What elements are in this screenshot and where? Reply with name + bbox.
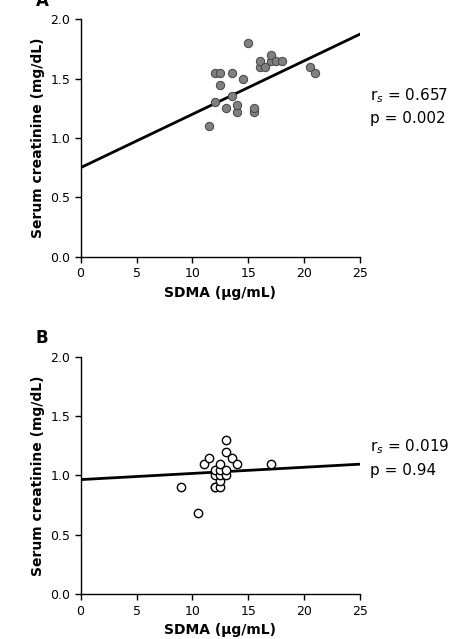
Point xyxy=(256,56,264,66)
X-axis label: SDMA (μg/mL): SDMA (μg/mL) xyxy=(164,286,276,300)
Point xyxy=(239,73,246,84)
Point xyxy=(233,107,241,117)
Point xyxy=(194,509,202,519)
Point xyxy=(217,465,224,475)
Point xyxy=(211,465,219,475)
Point xyxy=(233,100,241,110)
Text: A: A xyxy=(36,0,49,10)
Point xyxy=(217,458,224,468)
Point xyxy=(278,56,286,66)
Point xyxy=(256,61,264,72)
Point xyxy=(250,103,258,113)
Point xyxy=(217,68,224,78)
Point xyxy=(211,68,219,78)
Point xyxy=(228,452,236,463)
Point xyxy=(217,476,224,486)
Point xyxy=(177,482,185,493)
Y-axis label: Serum creatinine (mg/dL): Serum creatinine (mg/dL) xyxy=(31,38,45,238)
Point xyxy=(205,452,213,463)
Point xyxy=(217,470,224,481)
Point xyxy=(273,56,280,66)
Point xyxy=(200,458,208,468)
Point xyxy=(217,79,224,89)
Point xyxy=(250,107,258,117)
Point xyxy=(222,447,230,457)
Y-axis label: Serum creatinine (mg/dL): Serum creatinine (mg/dL) xyxy=(31,375,45,576)
Text: p = 0.94: p = 0.94 xyxy=(370,463,436,478)
Point xyxy=(211,482,219,493)
Point xyxy=(211,470,219,481)
Point xyxy=(228,91,236,102)
Point xyxy=(228,68,236,78)
Point xyxy=(306,61,314,72)
Point xyxy=(222,470,230,481)
Point xyxy=(205,121,213,131)
Point xyxy=(222,435,230,445)
Text: r$_s$ = 0.019: r$_s$ = 0.019 xyxy=(370,438,449,456)
Text: r$_s$ = 0.657: r$_s$ = 0.657 xyxy=(370,86,448,105)
Point xyxy=(211,482,219,493)
Point xyxy=(217,482,224,493)
Point xyxy=(267,50,274,60)
Point xyxy=(233,458,241,468)
Point xyxy=(211,97,219,107)
Point xyxy=(222,465,230,475)
Point xyxy=(312,68,319,78)
Point xyxy=(267,56,274,66)
X-axis label: SDMA (μg/mL): SDMA (μg/mL) xyxy=(164,623,276,637)
Text: p = 0.002: p = 0.002 xyxy=(370,111,446,127)
Point xyxy=(267,458,274,468)
Point xyxy=(222,103,230,113)
Text: B: B xyxy=(36,329,48,347)
Point xyxy=(261,61,269,72)
Point xyxy=(245,38,252,48)
